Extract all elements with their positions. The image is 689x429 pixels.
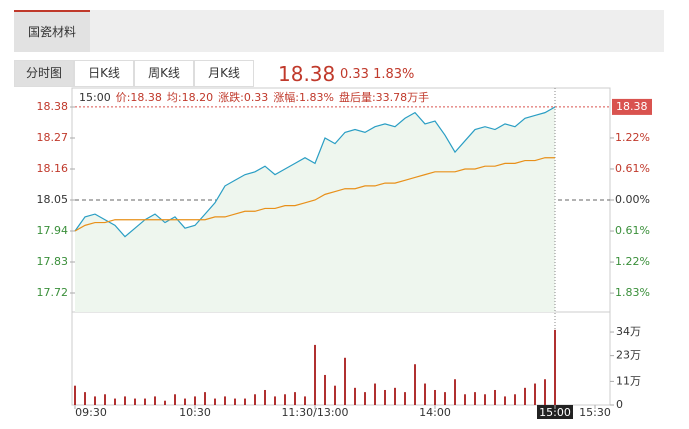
y-tick-label: 18.38 xyxy=(37,100,69,113)
volume-bar xyxy=(264,389,266,405)
volume-bar xyxy=(294,392,296,405)
volume-bar xyxy=(494,389,496,405)
volume-bar xyxy=(484,394,486,405)
y-tick-label: 18.05 xyxy=(37,193,69,206)
volume-bar xyxy=(114,398,116,405)
volume-bar xyxy=(134,398,136,405)
volume-bar xyxy=(164,400,166,405)
volume-bar xyxy=(394,387,396,405)
volume-bar xyxy=(544,379,546,405)
volume-bar xyxy=(364,392,366,405)
volume-bar xyxy=(524,387,526,405)
y2-tick-label: 11万 xyxy=(616,374,641,387)
volume-bar xyxy=(224,396,226,405)
x-tick-highlight xyxy=(537,405,573,419)
y2-tick-label: 1.83% xyxy=(615,286,650,299)
volume-bar xyxy=(104,394,106,405)
y2-tick-label: 34万 xyxy=(616,325,641,338)
change-percent: 1.83% xyxy=(373,67,415,82)
y-tick-label: 18.27 xyxy=(37,131,69,144)
current-price-box xyxy=(612,98,652,115)
tab[interactable]: 月K线 xyxy=(194,60,254,87)
y2-tick-label: 0.61% xyxy=(615,162,650,175)
volume-bar xyxy=(554,329,556,405)
info-item: 涨跌:0.33 xyxy=(218,90,268,104)
volume-bar xyxy=(354,387,356,405)
volume-bar xyxy=(214,398,216,405)
change: 0.33 1.83% xyxy=(340,67,414,82)
volume-bar xyxy=(344,357,346,405)
info-item: 均:18.20 xyxy=(167,91,213,104)
change-value: 0.33 xyxy=(340,67,369,82)
x-tick-label: 15:00 xyxy=(539,406,571,419)
volume-bar xyxy=(384,389,386,405)
volume-bar xyxy=(534,383,536,405)
y2-tick-label: 18.38 xyxy=(616,100,648,113)
x-tick-label: 14:00 xyxy=(419,406,451,419)
y2-tick-label: 1.22% xyxy=(615,131,650,144)
volume-bar xyxy=(334,385,336,405)
y-tick-label: 18.16 xyxy=(37,162,69,175)
y2-tick-label: 1.22% xyxy=(615,255,650,268)
volume-bar xyxy=(94,396,96,405)
top-bar xyxy=(14,10,664,52)
volume-bar xyxy=(194,396,196,405)
volume-bar xyxy=(254,394,256,405)
info-item: 涨幅:1.83% xyxy=(273,91,334,104)
volume-bar xyxy=(454,379,456,405)
volume-bar xyxy=(74,385,76,405)
volume-bar xyxy=(284,394,286,405)
y-tick-label: 17.83 xyxy=(37,255,69,268)
y2-tick-label: 23万 xyxy=(616,349,641,362)
volume-bar xyxy=(424,383,426,405)
tab[interactable]: 分时图 xyxy=(14,60,74,87)
volume-bar xyxy=(174,394,176,405)
volume-bar xyxy=(124,396,126,405)
x-tick-label: 10:30 xyxy=(179,406,211,419)
volume-bar xyxy=(204,392,206,405)
x-tick-label: 09:30 xyxy=(75,406,107,419)
volume-bar xyxy=(184,398,186,405)
volume-bar xyxy=(324,374,326,405)
line xyxy=(74,157,555,232)
volume-bar xyxy=(84,392,86,405)
info-line: 15:00 价:18.38 均:18.20 涨跌:0.33 涨幅:1.83% 盘后量:33… xyxy=(79,90,429,104)
volume-bar xyxy=(144,398,146,405)
y2-tick-label: 0.61% xyxy=(615,224,650,237)
chart-frame xyxy=(71,87,611,406)
info-item: 价:18.38 xyxy=(116,91,162,104)
volume-bar xyxy=(274,396,276,405)
y2-tick-label: 0 xyxy=(616,398,623,411)
volume-bar xyxy=(474,392,476,405)
stock-tab[interactable]: 国瓷材料 xyxy=(14,10,90,52)
price-area xyxy=(75,106,555,312)
tab[interactable]: 周K线 xyxy=(134,60,194,87)
info-item: 盘后量:33.78万手 xyxy=(339,90,429,104)
y-tick-label: 17.72 xyxy=(37,286,69,299)
volume-bar xyxy=(374,383,376,405)
volume-bar xyxy=(414,364,416,405)
tab[interactable]: 日K线 xyxy=(74,60,134,87)
volume-bar xyxy=(154,396,156,405)
volume-bar xyxy=(304,396,306,405)
x-tick-label: 11:30/13:00 xyxy=(281,406,348,419)
line xyxy=(74,106,556,238)
volume-bar xyxy=(504,396,506,405)
price: 18.38 xyxy=(278,62,336,86)
y-tick-label: 17.94 xyxy=(37,224,69,237)
volume-bar xyxy=(404,392,406,405)
volume-bar xyxy=(244,398,246,405)
volume-bar xyxy=(514,394,516,405)
volume-bar xyxy=(234,398,236,405)
volume-bar xyxy=(444,392,446,405)
volume-bar xyxy=(434,389,436,405)
volume-bar xyxy=(314,344,316,405)
x-tick-label: 15:30 xyxy=(579,406,611,419)
y2-tick-label: 0.00% xyxy=(615,193,650,206)
info-item: 15:00 xyxy=(79,91,111,104)
volume-bar xyxy=(464,394,466,405)
